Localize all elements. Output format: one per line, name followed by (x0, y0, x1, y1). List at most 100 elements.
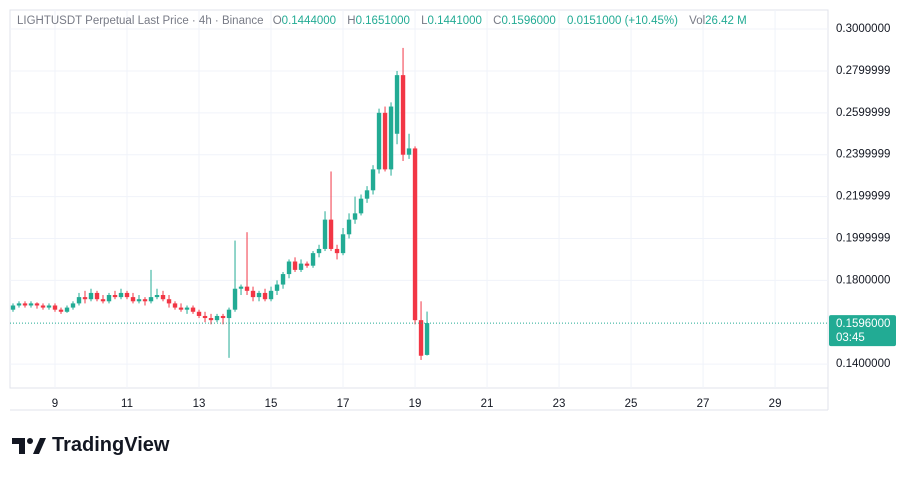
candle-body (358, 198, 364, 214)
branding[interactable]: TradingView (12, 434, 169, 457)
candle-body (22, 303, 28, 306)
candle-body (184, 307, 190, 310)
candle-body (112, 295, 118, 298)
candle-body (406, 148, 412, 155)
legend-label: H (347, 15, 356, 27)
candle-body (268, 290, 274, 300)
legend-value: 26.42 M (705, 15, 747, 27)
candle-body (388, 106, 394, 170)
candle-body (250, 290, 256, 298)
y-tick-label: 0.2799999 (836, 65, 890, 77)
legend-value: 0.1651000 (355, 15, 410, 27)
candle-body (262, 292, 268, 300)
candle-body (136, 299, 142, 302)
candle-body (82, 297, 88, 300)
candle-body (190, 307, 196, 312)
last-price-box (829, 315, 896, 347)
candle-body (166, 299, 172, 304)
logo (12, 437, 46, 454)
candle-body (298, 263, 304, 270)
candle-body (208, 318, 214, 321)
candle-body (400, 75, 406, 155)
legend-value: 0.1441000 (427, 15, 482, 27)
x-tick-label: 15 (265, 398, 278, 410)
chart: 0.3000000 0.2799999 0.2599999 0.2399999 0.21… (9, 9, 896, 411)
candle-body (214, 315, 220, 321)
candle-body (64, 307, 70, 312)
candle-body (118, 292, 124, 298)
candle-body (28, 303, 34, 306)
candle-body (154, 295, 160, 298)
candle-body (70, 303, 76, 308)
legend-value: 0.1596000 (501, 15, 556, 27)
candle-body (130, 297, 136, 302)
y-tick-label: 0.2199999 (836, 191, 890, 203)
candle-body (424, 323, 430, 355)
candle-body (364, 190, 370, 199)
candle-body (52, 305, 58, 310)
candle-body (346, 219, 352, 235)
last-price-label: 0.1596000 (836, 318, 890, 330)
y-tick-label: 0.1800000 (836, 274, 890, 286)
legend-title: LIGHTUSDT Perpetual Last Price · 4h · Bi… (17, 15, 264, 27)
x-tick-label: 23 (553, 398, 566, 410)
candle-body (334, 248, 340, 254)
y-tick-label: 0.1999999 (836, 233, 890, 245)
candle-body (40, 305, 46, 308)
candle-body (58, 309, 64, 312)
x-tick-label: 17 (337, 398, 350, 410)
candle-body (370, 169, 376, 191)
candle-body (418, 320, 424, 356)
candle-body (124, 292, 130, 298)
candle-body (94, 292, 100, 300)
candle-body (238, 286, 244, 289)
candle-body (310, 253, 316, 266)
candle-body (100, 299, 106, 302)
candle-body (352, 213, 358, 220)
candle-body (292, 261, 298, 270)
candle-body (244, 286, 250, 291)
candle-body (256, 292, 262, 298)
candle-body (394, 75, 400, 134)
candle-body (160, 295, 166, 300)
candle-body (172, 303, 178, 308)
candle-body (340, 234, 346, 254)
legend-label: O (272, 15, 282, 27)
legend: LIGHTUSDT Perpetual Last Price · 4h · Bi… (17, 15, 755, 27)
candle-body (376, 112, 382, 170)
candle-body (280, 274, 286, 285)
candle-body (202, 315, 208, 319)
legend-label: Vol (689, 15, 706, 27)
y-tick-label: 0.1400000 (836, 358, 890, 370)
candle-body (232, 288, 238, 310)
candle-body (88, 292, 94, 300)
legend-label: C (493, 15, 502, 27)
candle-body (322, 219, 328, 249)
x-tick-label: 13 (193, 398, 206, 410)
candle-body (34, 303, 40, 306)
y-tick-label: 0.3000000 (836, 23, 890, 35)
candle-body (106, 295, 112, 302)
y-tick-label: 0.2399999 (836, 149, 890, 161)
candle-body (328, 219, 334, 249)
candle-body (412, 148, 418, 321)
x-tick-label: 11 (121, 398, 133, 410)
candle-body (10, 305, 16, 310)
x-tick-label: 27 (697, 398, 710, 410)
candle-body (274, 284, 280, 291)
candle-body (382, 112, 388, 170)
candle-body (304, 263, 310, 266)
x-tick-label: 9 (52, 398, 58, 410)
candle-body (148, 297, 154, 302)
candle-body (46, 305, 52, 308)
countdown: 03:45 (836, 332, 865, 344)
legend-label: L (421, 15, 428, 27)
legend-value: 0.1444000 (281, 15, 337, 27)
x-tick-label: 21 (481, 398, 494, 410)
candle-body (286, 261, 292, 275)
candle-body (178, 307, 184, 310)
candle-body (316, 248, 322, 254)
candle-body (16, 303, 22, 306)
candle-body (226, 309, 232, 319)
